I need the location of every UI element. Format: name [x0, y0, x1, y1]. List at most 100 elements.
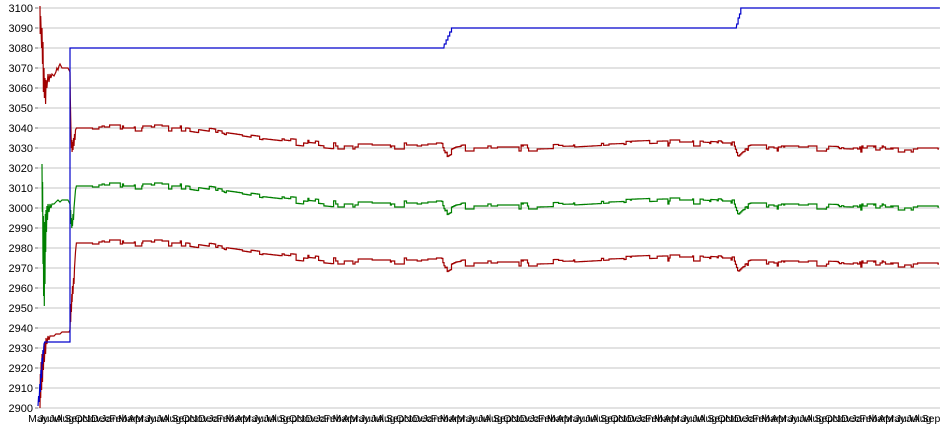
x-tick-label: Apr: [557, 413, 574, 425]
x-tick-label: Sep: [172, 413, 191, 425]
x-tick-label: Feb: [538, 413, 556, 425]
x-tick-label: Oct: [182, 413, 198, 425]
x-tick-label: May: [242, 413, 263, 425]
x-tick-label: Jun: [360, 413, 377, 425]
x-tick-label: Sep: [386, 413, 405, 425]
x-tick-label: Feb: [431, 413, 449, 425]
x-tick-label: Apr: [128, 413, 145, 425]
y-tick-label: 2990: [9, 223, 33, 235]
x-tick-label: Aug: [698, 413, 717, 425]
x-tick-label: Apr: [771, 413, 788, 425]
y-tick-label: 2940: [9, 323, 33, 335]
x-tick-label: Nov: [189, 413, 208, 425]
x-tick-label: Mar: [654, 413, 673, 425]
x-tick-label: Mar: [118, 413, 137, 425]
x-tick-label: Sep: [922, 413, 941, 425]
x-tick-label: Apr: [235, 413, 252, 425]
x-tick-label: Jun: [146, 413, 163, 425]
x-tick-label: May: [778, 413, 799, 425]
y-tick-label: 3010: [9, 183, 33, 195]
x-tick-label: Feb: [216, 413, 234, 425]
x-tick-label: Jun: [896, 413, 913, 425]
x-tick-label: May: [28, 413, 49, 425]
x-tick-label: Mar: [225, 413, 244, 425]
x-tick-label: Jan: [530, 413, 547, 425]
y-tick-label: 2970: [9, 263, 33, 275]
x-tick-label: Aug: [484, 413, 503, 425]
x-tick-label: Jan: [637, 413, 654, 425]
x-tick-label: Feb: [109, 413, 127, 425]
x-tick-label: Jun: [38, 413, 55, 425]
x-tick-label: Aug: [55, 413, 74, 425]
y-tick-label: 3000: [9, 203, 33, 215]
x-tick-label: May: [671, 413, 692, 425]
x-tick-label: Sep: [707, 413, 726, 425]
x-tick-label: Jul: [585, 413, 598, 425]
x-tick-label: Jun: [467, 413, 484, 425]
y-tick-label: 2980: [9, 243, 33, 255]
x-tick-label: Nov: [618, 413, 637, 425]
y-tick-label: 2910: [9, 383, 33, 395]
x-tick-label: Nov: [832, 413, 851, 425]
y-tick-label: 3060: [9, 83, 33, 95]
x-tick-label: Mar: [333, 413, 352, 425]
x-tick-label: Jan: [744, 413, 761, 425]
y-tick-label: 3030: [9, 143, 33, 155]
x-tick-label: Jul: [906, 413, 919, 425]
x-tick-label: Oct: [503, 413, 519, 425]
x-tick-label: Oct: [396, 413, 412, 425]
x-tick-label: Mar: [440, 413, 459, 425]
x-tick-label: Feb: [752, 413, 770, 425]
x-tick-label: Jul: [371, 413, 384, 425]
y-tick-label: 2950: [9, 303, 33, 315]
y-axis-labels: 3100 3090 3080 3070 3060 3050 3040 3030 3020 3010…: [9, 3, 33, 415]
x-tick-label: Aug: [270, 413, 289, 425]
x-tick-label: Sep: [493, 413, 512, 425]
y-tick-label: 2930: [9, 343, 33, 355]
x-tick-label: Jul: [49, 413, 62, 425]
y-tick-label: 3090: [9, 23, 33, 35]
x-tick-label: Dec: [413, 413, 432, 425]
x-tick-label: Feb: [324, 413, 342, 425]
x-tick-label: May: [564, 413, 585, 425]
x-tick-label: Oct: [825, 413, 841, 425]
x-tick-label: Oct: [610, 413, 626, 425]
x-tick-label: Jan: [208, 413, 225, 425]
x-tick-label: Dec: [520, 413, 539, 425]
y-tick-label: 3070: [9, 63, 33, 75]
x-tick-label: Jul: [478, 413, 491, 425]
lower-red-band: [39, 239, 939, 409]
x-tick-label: Apr: [878, 413, 895, 425]
x-tick-label: Dec: [305, 413, 324, 425]
series-lines: [37, 5, 940, 409]
x-tick-label: Apr: [664, 413, 681, 425]
x-tick-label: Aug: [806, 413, 825, 425]
x-tick-label: Apr: [450, 413, 467, 425]
y-tick-label: 3050: [9, 103, 33, 115]
x-tick-label: Nov: [511, 413, 530, 425]
x-tick-label: Oct: [75, 413, 91, 425]
y-tick-label: 3080: [9, 43, 33, 55]
x-tick-label: May: [135, 413, 156, 425]
x-tick-label: Jun: [789, 413, 806, 425]
x-tick-label: Jul: [156, 413, 169, 425]
x-tick-label: Dec: [198, 413, 217, 425]
x-tick-label: Mar: [547, 413, 566, 425]
x-tick-label: Jun: [574, 413, 591, 425]
x-tick-label: Jul: [263, 413, 276, 425]
y-tick-label: 3020: [9, 163, 33, 175]
x-tick-label: Dec: [91, 413, 110, 425]
x-tick-label: Mar: [868, 413, 887, 425]
x-tick-label: Jan: [315, 413, 332, 425]
x-tick-label: Jan: [422, 413, 439, 425]
x-tick-label: Feb: [859, 413, 877, 425]
y-tick-label: 2900: [9, 403, 33, 415]
x-tick-label: Jun: [681, 413, 698, 425]
y-tick-label: 2920: [9, 363, 33, 375]
x-tick-label: Jan: [101, 413, 118, 425]
y-tick-label: 2960: [9, 283, 33, 295]
x-tick-label: Jun: [253, 413, 270, 425]
x-tick-label: Aug: [591, 413, 610, 425]
